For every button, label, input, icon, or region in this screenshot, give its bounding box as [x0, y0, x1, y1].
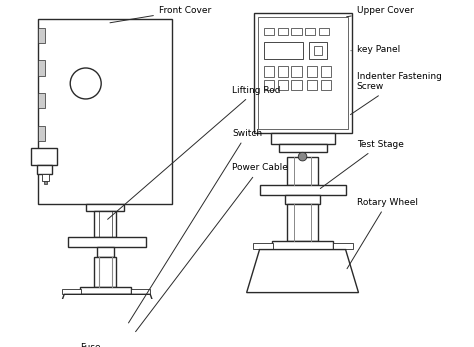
- Text: Power Cable: Power Cable: [136, 163, 288, 332]
- Bar: [38, 126, 45, 141]
- Bar: [264, 42, 302, 59]
- Bar: [305, 28, 316, 35]
- Bar: [140, 329, 145, 339]
- Bar: [287, 204, 318, 241]
- Bar: [278, 28, 288, 35]
- Bar: [319, 28, 329, 35]
- Text: Indenter Fastening
Screw: Indenter Fastening Screw: [350, 72, 442, 115]
- Polygon shape: [246, 249, 358, 293]
- Bar: [278, 66, 288, 77]
- Bar: [292, 80, 302, 90]
- Bar: [86, 322, 118, 346]
- Bar: [279, 144, 327, 152]
- Polygon shape: [51, 294, 163, 330]
- Bar: [38, 27, 45, 43]
- Bar: [69, 237, 146, 247]
- Circle shape: [70, 68, 101, 99]
- Bar: [80, 287, 131, 294]
- Bar: [31, 148, 57, 165]
- Bar: [97, 247, 114, 257]
- Text: Front Cover: Front Cover: [110, 6, 211, 23]
- Bar: [292, 66, 302, 77]
- Bar: [118, 329, 129, 339]
- Bar: [273, 241, 333, 249]
- Bar: [38, 60, 45, 76]
- Bar: [94, 257, 116, 287]
- Bar: [307, 66, 317, 77]
- Bar: [320, 80, 331, 90]
- Bar: [253, 243, 273, 249]
- Text: Test Stage: Test Stage: [320, 140, 404, 188]
- Bar: [38, 93, 45, 108]
- Text: key Panel: key Panel: [351, 45, 400, 54]
- Bar: [42, 174, 49, 181]
- Bar: [285, 195, 320, 204]
- Bar: [333, 243, 353, 249]
- Bar: [264, 80, 274, 90]
- Bar: [278, 80, 288, 90]
- Text: Lifting Rod: Lifting Rod: [108, 86, 281, 219]
- Bar: [63, 289, 82, 294]
- Bar: [90, 329, 99, 337]
- Bar: [310, 42, 327, 59]
- Bar: [103, 329, 111, 337]
- Text: Rotary Wheel: Rotary Wheel: [347, 198, 418, 269]
- Bar: [131, 289, 150, 294]
- Bar: [264, 66, 274, 77]
- Circle shape: [298, 152, 307, 161]
- Bar: [260, 185, 346, 195]
- Bar: [264, 28, 274, 35]
- Bar: [287, 156, 318, 185]
- Bar: [258, 17, 348, 129]
- Text: Upper Cover: Upper Cover: [346, 6, 413, 17]
- Bar: [314, 46, 322, 55]
- Text: Fuse: Fuse: [80, 343, 100, 347]
- Bar: [38, 19, 172, 204]
- Bar: [292, 28, 302, 35]
- Bar: [271, 133, 335, 144]
- Bar: [94, 211, 116, 237]
- Bar: [307, 80, 317, 90]
- Bar: [36, 165, 52, 174]
- Bar: [38, 158, 45, 174]
- Text: Switch: Switch: [128, 129, 262, 323]
- Bar: [44, 181, 47, 184]
- Bar: [320, 66, 331, 77]
- Bar: [86, 204, 125, 211]
- Bar: [254, 13, 353, 133]
